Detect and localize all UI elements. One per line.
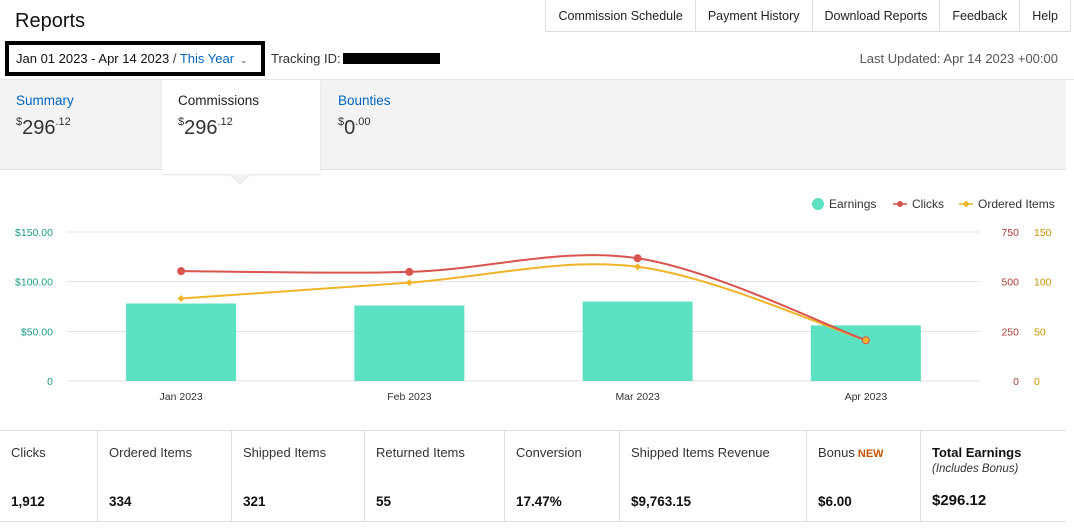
left-axis-tick: $50.00 bbox=[21, 326, 53, 338]
metric-bonus-value: $6.00 bbox=[818, 494, 852, 509]
clicks-point bbox=[633, 254, 642, 263]
tracking-id-label: Tracking ID: bbox=[271, 51, 341, 66]
earnings-bar bbox=[582, 301, 693, 381]
right-axis-clicks-tick: 0 bbox=[1013, 376, 1019, 388]
nav-download-reports[interactable]: Download Reports bbox=[812, 0, 941, 32]
top-bar: Reports Commission Schedule Payment Hist… bbox=[0, 0, 1074, 80]
legend-label: Clicks bbox=[912, 197, 944, 211]
right-axis-clicks-tick: 750 bbox=[1001, 227, 1019, 239]
nav-payment-history[interactable]: Payment History bbox=[695, 0, 813, 32]
date-range-selector[interactable]: Jan 01 2023 - Apr 14 2023 / This Year ⌄ bbox=[5, 41, 265, 76]
right-axis-ordered-tick: 150 bbox=[1034, 227, 1052, 239]
earnings-bar bbox=[354, 305, 465, 381]
tab-commissions[interactable]: Commissions $296.12 bbox=[162, 80, 320, 174]
metric-bonus: Bonus NEW $6.00 bbox=[807, 431, 921, 521]
metric-returned-items-value: 55 bbox=[376, 494, 392, 509]
tab-summary-amount: $296.12 bbox=[16, 116, 71, 139]
nav-commission-schedule[interactable]: Commission Schedule bbox=[546, 0, 696, 32]
metric-returned-items-label: Returned Items bbox=[376, 445, 465, 460]
metric-conversion-label: Conversion bbox=[516, 445, 582, 460]
nav-help[interactable]: Help bbox=[1020, 0, 1071, 32]
clicks-point bbox=[177, 267, 186, 276]
last-updated: Last Updated: Apr 14 2023 +00:00 bbox=[859, 51, 1058, 66]
metric-total-earnings-label: Total Earnings bbox=[932, 445, 1022, 460]
tracking-id-redacted bbox=[342, 53, 440, 64]
ordered-items-line bbox=[181, 263, 867, 342]
nav-feedback[interactable]: Feedback bbox=[940, 0, 1021, 32]
metric-shipped-revenue-value: $9,763.15 bbox=[631, 494, 692, 509]
new-badge: NEW bbox=[857, 448, 884, 460]
metrics-bar: Clicks 1,912 Ordered Items 334 Shipped I… bbox=[0, 430, 1066, 522]
ordered-items-point bbox=[634, 263, 642, 271]
date-range-text: Jan 01 2023 - Apr 14 2023 bbox=[16, 51, 170, 66]
legend-ordered-items-swatch bbox=[962, 200, 970, 208]
x-axis-tick: Feb 2023 bbox=[387, 391, 432, 403]
tab-commissions-label: Commissions bbox=[178, 93, 260, 108]
x-axis-tick: Jan 2023 bbox=[160, 391, 203, 403]
page-title: Reports bbox=[15, 10, 86, 32]
legend-label: Earnings bbox=[829, 197, 876, 211]
earnings-bar bbox=[810, 325, 921, 381]
legend-label: Ordered Items bbox=[978, 197, 1055, 211]
right-axis-ordered-tick: 0 bbox=[1034, 376, 1040, 388]
metric-bonus-label: Bonus NEW bbox=[818, 445, 884, 460]
tracking-id: Tracking ID: bbox=[271, 51, 440, 66]
date-range-separator: / bbox=[169, 51, 180, 66]
ordered-items-point bbox=[177, 295, 185, 303]
metric-ordered-items-label: Ordered Items bbox=[109, 445, 193, 460]
tab-commissions-amount: $296.12 bbox=[178, 116, 233, 139]
metric-total-earnings-sublabel: (Includes Bonus) bbox=[932, 463, 1019, 475]
left-axis-tick: $150.00 bbox=[15, 227, 53, 239]
tab-summary[interactable]: Summary $296.12 bbox=[0, 80, 162, 170]
metric-clicks: Clicks 1,912 bbox=[0, 431, 98, 521]
right-axis-ordered-tick: 50 bbox=[1034, 326, 1046, 338]
tab-bounties[interactable]: Bounties $0.00 bbox=[322, 80, 482, 170]
metric-conversion-value: 17.47% bbox=[516, 494, 562, 509]
active-tab-caret bbox=[230, 174, 250, 184]
legend-earnings-swatch bbox=[812, 198, 824, 210]
metric-shipped-items-label: Shipped Items bbox=[243, 445, 327, 460]
left-axis-tick: 0 bbox=[47, 376, 53, 388]
metric-clicks-label: Clicks bbox=[11, 445, 46, 460]
right-axis-ordered-tick: 100 bbox=[1034, 277, 1052, 289]
legend-clicks-swatch bbox=[897, 201, 903, 207]
tab-summary-label: Summary bbox=[16, 93, 74, 108]
tab-bounties-label: Bounties bbox=[338, 93, 391, 108]
metric-total-earnings: Total Earnings (Includes Bonus) $296.12 bbox=[921, 431, 1066, 521]
tab-bounties-amount: $0.00 bbox=[338, 116, 371, 139]
metric-shipped-items-value: 321 bbox=[243, 494, 266, 509]
metric-returned-items: Returned Items 55 bbox=[365, 431, 505, 521]
metric-ordered-items: Ordered Items 334 bbox=[98, 431, 232, 521]
clicks-point bbox=[405, 267, 414, 276]
x-axis-tick: Mar 2023 bbox=[615, 391, 660, 403]
x-axis-tick: Apr 2023 bbox=[845, 391, 888, 403]
right-axis-clicks-tick: 250 bbox=[1001, 326, 1019, 338]
metric-ordered-items-value: 334 bbox=[109, 494, 132, 509]
metric-shipped-items: Shipped Items 321 bbox=[232, 431, 365, 521]
clicks-line bbox=[181, 254, 867, 342]
earnings-bar bbox=[126, 303, 237, 381]
earnings-chart: 0 $50.00 $100.00 $150.00 0 250 500 750 0 50 100 150… bbox=[15, 197, 1055, 403]
metric-shipped-revenue: Shipped Items Revenue $9,763.15 bbox=[620, 431, 807, 521]
summary-strip: Summary $296.12 Commissions $296.12 Boun… bbox=[0, 80, 1066, 174]
top-nav: Commission Schedule Payment History Down… bbox=[545, 0, 1071, 32]
metric-total-earnings-value: $296.12 bbox=[932, 492, 987, 509]
date-range-period: This Year bbox=[179, 51, 235, 66]
right-axis-clicks-tick: 500 bbox=[1001, 277, 1019, 289]
left-axis-tick: $100.00 bbox=[15, 277, 53, 289]
metric-clicks-value: 1,912 bbox=[11, 494, 45, 509]
metric-shipped-revenue-label: Shipped Items Revenue bbox=[631, 445, 770, 460]
metric-conversion: Conversion 17.47% bbox=[505, 431, 620, 521]
chevron-down-icon: ⌄ bbox=[240, 55, 248, 65]
ordered-items-point bbox=[405, 279, 413, 287]
clicks-point bbox=[861, 336, 870, 345]
